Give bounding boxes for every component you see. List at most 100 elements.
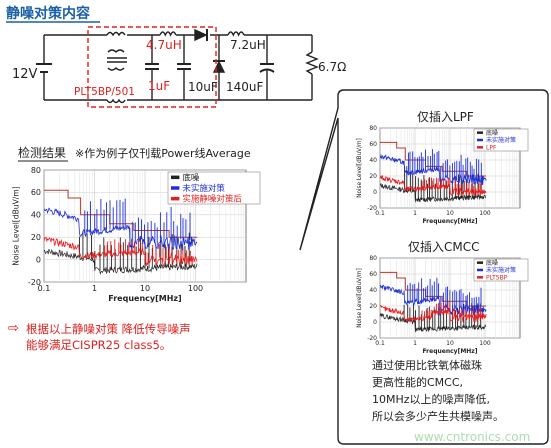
x-axis-label: Frequency[MHz] bbox=[422, 218, 477, 225]
y-tick-label: 40 bbox=[369, 287, 377, 294]
y-tick-label: 20 bbox=[369, 173, 377, 180]
y-tick-label: 60 bbox=[369, 271, 377, 278]
legend-swatch bbox=[477, 131, 483, 134]
legend-box bbox=[473, 128, 529, 152]
legend-swatch bbox=[477, 138, 483, 142]
legend-label: PLT5BP bbox=[486, 274, 508, 281]
y-tick-label: 60 bbox=[369, 141, 377, 148]
x-tick-label: 1 bbox=[413, 210, 417, 217]
conclusion-arrow: ⇨ bbox=[8, 321, 19, 336]
legend-label: LPF bbox=[486, 144, 497, 151]
cmcc-winding-2 bbox=[107, 67, 125, 71]
legend-swatch bbox=[477, 268, 483, 272]
main-noise-chart: 80 60 40 20 0 -200.1 1 10 100 Frequency[MHz] Noise… bbox=[11, 166, 261, 303]
filter-highlight-box bbox=[87, 26, 217, 108]
noise-floor-trace bbox=[44, 248, 198, 276]
watermark: www.cntronics.com bbox=[414, 430, 530, 444]
x-axis-label: Frequency[MHz] bbox=[422, 348, 477, 355]
y-tick-label: 80 bbox=[369, 125, 377, 132]
y-tick-label: 0 bbox=[373, 189, 377, 196]
cmcc-coil-top bbox=[106, 31, 126, 37]
y-tick-label: 80 bbox=[31, 166, 41, 175]
figure-title: 静噪对策内容 bbox=[6, 5, 90, 22]
y-tick-label: 60 bbox=[31, 188, 41, 197]
legend-swatch bbox=[477, 146, 483, 149]
after-countermeasure-trace bbox=[380, 304, 487, 323]
y-axis-label: Noise Level[dBuV/m] bbox=[357, 268, 363, 328]
circuit-schematic bbox=[36, 28, 319, 104]
explanation-line-2: 更高性能的CMCC, bbox=[372, 375, 463, 389]
load-label: 6.7Ω bbox=[318, 60, 346, 74]
before-countermeasure-trace bbox=[380, 284, 487, 316]
y-tick-label: 0 bbox=[36, 255, 41, 264]
x-tick-label: 10 bbox=[446, 340, 454, 347]
load-zigzag bbox=[305, 51, 319, 75]
inductor-1-coil bbox=[159, 31, 177, 37]
legend-label: 底噪 bbox=[486, 259, 498, 267]
legend-label: 底噪 bbox=[486, 129, 498, 137]
cmcc-coil-bottom bbox=[106, 98, 126, 104]
x-tick-label: 10 bbox=[446, 210, 454, 217]
legend-swatch bbox=[477, 276, 483, 279]
before-countermeasure-trace bbox=[44, 207, 198, 251]
explanation-line-4: 所以会多少产生共模噪声。 bbox=[372, 409, 504, 423]
legend-box bbox=[167, 171, 261, 205]
legend-swatch bbox=[171, 175, 180, 180]
legend-swatch bbox=[477, 261, 483, 264]
x-tick-label: 10 bbox=[140, 284, 150, 293]
y-axis-label: Noise Level[dBuV/m] bbox=[11, 186, 20, 265]
legend-box bbox=[473, 258, 529, 282]
y-tick-label: 20 bbox=[369, 303, 377, 310]
y-tick-label: -20 bbox=[367, 335, 377, 342]
x-tick-label: 1 bbox=[413, 340, 417, 347]
x-tick-label: 100 bbox=[479, 210, 491, 217]
y-axis-label: Noise Level[dBuV/m] bbox=[357, 138, 363, 198]
cap-1-label: 1uF bbox=[148, 79, 170, 93]
legend-swatch bbox=[171, 186, 180, 190]
diode-series-body bbox=[194, 28, 208, 42]
lpf-panel-title: 仅插入LPF bbox=[417, 110, 474, 124]
legend-label: 底噪 bbox=[182, 172, 200, 183]
y-tick-label: 40 bbox=[31, 211, 41, 220]
x-tick-label: 0.1 bbox=[375, 340, 385, 347]
inductor-2-label: 7.2uH bbox=[230, 38, 266, 52]
voltage-label: 12V bbox=[12, 67, 38, 82]
y-tick-label: 80 bbox=[369, 255, 377, 262]
plot-content bbox=[44, 189, 198, 276]
cap-3-plate-bottom bbox=[259, 68, 275, 73]
explanation-line-1: 通过使用比铁氧体磁珠 bbox=[372, 358, 482, 372]
noise-floor-trace bbox=[380, 182, 487, 203]
inductor-1-label: 4.7uH bbox=[146, 38, 182, 52]
y-tick-label: 40 bbox=[369, 157, 377, 164]
cmcc-label: PLT5BP/501 bbox=[74, 86, 135, 98]
cap-3-label: 140uF bbox=[226, 80, 264, 94]
y-tick-label: 20 bbox=[31, 233, 41, 242]
x-tick-label: 100 bbox=[188, 284, 203, 293]
results-heading: 检测结果 bbox=[18, 145, 66, 160]
inductor-2-coil bbox=[227, 31, 245, 37]
after-countermeasure-trace bbox=[380, 174, 487, 197]
legend-label: 实施静噪对策后 bbox=[182, 194, 242, 205]
cmcc-panel-title: 仅插入CMCC bbox=[408, 240, 480, 254]
legend-label: 未实施对策 bbox=[182, 183, 225, 194]
explanation-line-3: 10MHz以上的噪声降低, bbox=[372, 392, 490, 406]
before-countermeasure-trace bbox=[380, 154, 487, 186]
legend-label: 未实施对策 bbox=[486, 266, 516, 274]
legend-swatch bbox=[171, 196, 180, 201]
conclusion-line-2: 能够满足CISPR25 class5。 bbox=[26, 338, 171, 352]
y-tick-label: -20 bbox=[367, 205, 377, 212]
plot-content bbox=[380, 271, 487, 333]
y-tick-label: 0 bbox=[373, 319, 377, 326]
plot-content bbox=[380, 141, 487, 203]
results-note: ※作为例子仅刊载Power线Average bbox=[75, 146, 251, 160]
legend-label: 未实施对策 bbox=[486, 136, 516, 144]
x-tick-label: 1 bbox=[92, 284, 97, 293]
x-tick-label: 0.1 bbox=[375, 210, 385, 217]
cap-2-label: 10uF bbox=[188, 80, 218, 94]
